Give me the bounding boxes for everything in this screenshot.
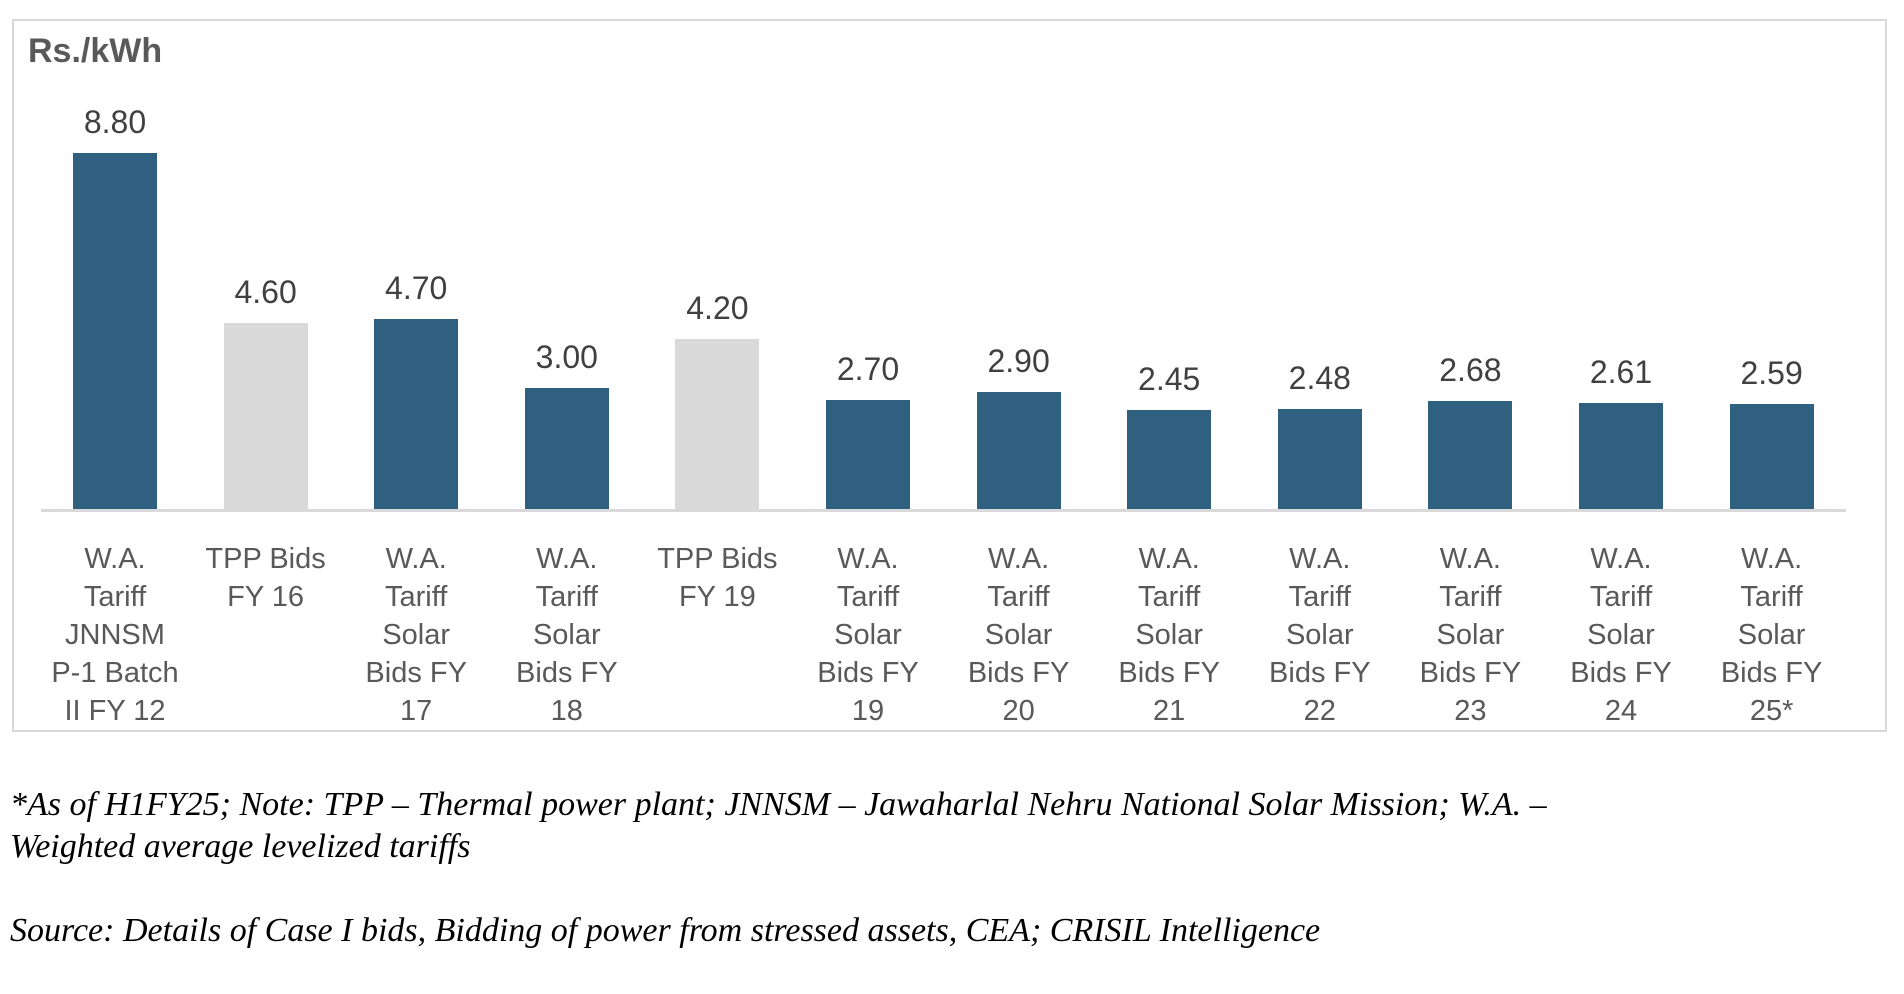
bar-value-label: 2.90 <box>987 343 1050 379</box>
category-label: W.A. Tariff Solar Bids FY 24 <box>1570 543 1672 727</box>
plot-area: 8.80 W.A. Tariff JNNSM P-1 Batch II FY 12… <box>14 21 1885 730</box>
bar-cell: 4.20 <box>642 21 793 509</box>
bar <box>826 400 910 509</box>
source-text: Source: Details of Case I bids, Bidding … <box>10 912 1321 949</box>
bar <box>976 392 1061 509</box>
bar <box>374 319 459 509</box>
bar-cell: 2.61 <box>1546 21 1697 509</box>
x-axis-line <box>41 509 1846 512</box>
bar-value-label: 8.80 <box>83 104 147 140</box>
bar <box>1127 410 1212 509</box>
bar-cell: 2.59 <box>1696 21 1847 509</box>
note-text: *As of H1FY25; Note: TPP – Thermal power… <box>10 786 1547 865</box>
bar <box>1579 403 1663 509</box>
category-label: TPP Bids FY 16 <box>205 543 326 613</box>
y-axis-unit-label: Rs./kWh <box>28 32 163 70</box>
bar-cell: 2.90 <box>943 21 1094 509</box>
category-label: W.A. Tariff Solar Bids FY 23 <box>1419 543 1522 727</box>
bar <box>1277 409 1362 509</box>
category-label: W.A. Tariff Solar Bids FY 19 <box>817 543 919 727</box>
bar <box>1729 404 1814 509</box>
category-label: W.A. Tariff JNNSM P-1 Batch II FY 12 <box>51 543 179 727</box>
category-label: W.A. Tariff Solar Bids FY 25* <box>1720 543 1823 727</box>
bar-value-label: 4.70 <box>385 270 448 306</box>
bar-value-label: 4.60 <box>234 274 297 310</box>
bar-value-label: 2.70 <box>836 351 900 387</box>
bar-cell: 4.60 <box>190 21 341 509</box>
bar <box>73 153 157 509</box>
bar-cell: 4.70 <box>341 21 492 509</box>
bar-value-label: 2.59 <box>1740 355 1803 391</box>
bar-value-label: 2.61 <box>1589 354 1653 390</box>
category-label: W.A. Tariff Solar Bids FY 18 <box>516 543 618 727</box>
bar-value-label: 2.68 <box>1439 352 1502 388</box>
bar <box>524 388 609 509</box>
bar-value-label: 2.45 <box>1138 361 1201 397</box>
category-label: TPP Bids FY 19 <box>657 543 778 613</box>
bar-cell: 3.00 <box>491 21 642 509</box>
bar <box>675 339 760 509</box>
bar-value-label: 3.00 <box>535 339 598 375</box>
bar <box>223 323 308 509</box>
category-label: W.A. Tariff Solar Bids FY 20 <box>967 543 1070 727</box>
bar <box>1428 401 1513 509</box>
bar-cell: 2.68 <box>1395 21 1546 509</box>
chart-frame: Rs./kWh 8.80 W.A. Tariff JNNSM P-1 Batch … <box>12 19 1887 732</box>
footnotes: *As of H1FY25; Note: TPP – Thermal power… <box>10 742 1710 994</box>
category-label: W.A. Tariff Solar Bids FY 22 <box>1269 543 1371 727</box>
bar-cell: 2.70 <box>793 21 944 509</box>
bar-cell: 2.45 <box>1094 21 1245 509</box>
category-label: W.A. Tariff Solar Bids FY 17 <box>365 543 467 727</box>
bar-value-label: 4.20 <box>686 290 749 326</box>
bar-value-label: 2.48 <box>1288 360 1351 396</box>
category-label: W.A. Tariff Solar Bids FY 21 <box>1118 543 1220 727</box>
bar-cell: 8.80 <box>40 21 191 509</box>
bar-cell: 2.48 <box>1244 21 1395 509</box>
